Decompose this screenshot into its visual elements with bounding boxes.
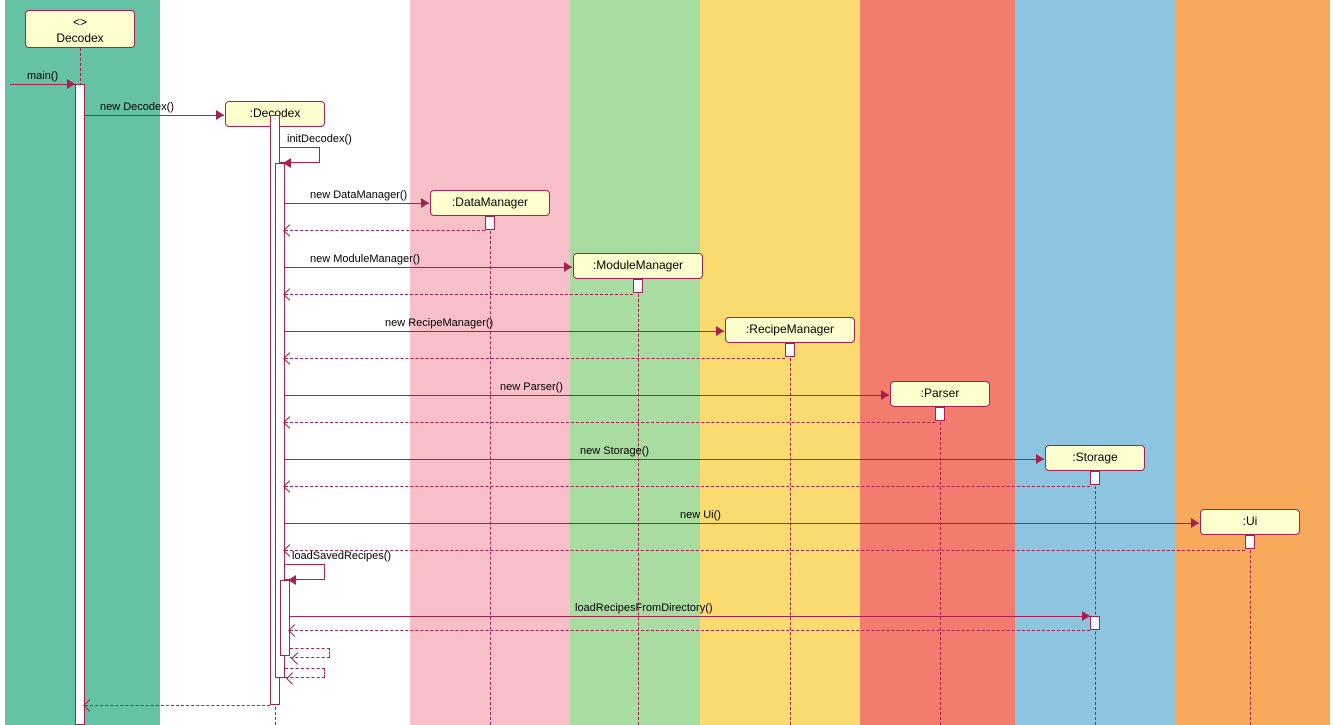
message-label: new DataManager() xyxy=(310,189,407,201)
activation-9 xyxy=(280,580,290,656)
arrowhead xyxy=(421,198,429,208)
message-label: new Storage() xyxy=(580,445,649,457)
arrowhead xyxy=(1082,611,1090,621)
lane-7 xyxy=(1175,0,1330,725)
message-label: new ModuleManager() xyxy=(310,253,420,265)
message-line-0 xyxy=(10,84,75,85)
participant-box-4: :RecipeManager xyxy=(725,317,855,343)
message-line-9 xyxy=(285,395,889,396)
message-line-20 xyxy=(85,705,270,706)
activation-0 xyxy=(75,84,85,725)
activation-3 xyxy=(485,216,495,230)
participant-box-6: :Storage xyxy=(1045,445,1145,471)
message-label: main() xyxy=(27,70,58,82)
message-label: loadRecipesFromDirectory() xyxy=(575,602,713,614)
participant-box-7: :Ui xyxy=(1200,509,1300,535)
participant-label: :Parser xyxy=(921,386,960,400)
arrowhead xyxy=(288,575,296,585)
participant-box-3: :ModuleManager xyxy=(573,253,703,279)
message-line-6 xyxy=(285,294,633,295)
message-line-11 xyxy=(285,459,1044,460)
arrowhead xyxy=(881,390,889,400)
participant-label: :DataManager xyxy=(452,195,528,209)
message-line-1 xyxy=(85,115,224,116)
lifeline-3 xyxy=(638,279,639,725)
activation-10 xyxy=(1090,616,1100,630)
activation-7 xyxy=(1090,471,1100,485)
arrowhead xyxy=(67,79,75,89)
participant-label: :Storage xyxy=(1072,450,1117,464)
message-line-14 xyxy=(285,550,1245,551)
message-line-10 xyxy=(285,422,935,423)
participant-box-0: <> Decodex xyxy=(25,10,135,48)
message-line-13 xyxy=(285,523,1199,524)
activation-5 xyxy=(785,343,795,357)
message-label: loadSavedRecipes() xyxy=(292,550,391,562)
message-line-4 xyxy=(285,230,485,231)
participant-box-5: :Parser xyxy=(890,381,990,407)
message-label: new Ui() xyxy=(680,509,721,521)
arrowhead xyxy=(1036,454,1044,464)
message-line-8 xyxy=(285,358,785,359)
message-label: initDecodex() xyxy=(287,133,352,145)
lifeline-4 xyxy=(790,343,791,725)
sequence-diagram-canvas: <>Decodex:Decodex:DataManager:ModuleMana… xyxy=(0,0,1333,725)
activation-8 xyxy=(1245,535,1255,549)
lifeline-2 xyxy=(490,216,491,725)
arrowhead xyxy=(564,262,572,272)
message-label: new RecipeManager() xyxy=(385,317,493,329)
lifeline-6 xyxy=(1095,471,1096,725)
arrowhead xyxy=(716,326,724,336)
arrowhead xyxy=(1191,518,1199,528)
participant-label: :Ui xyxy=(1243,514,1258,528)
activation-4 xyxy=(633,279,643,293)
message-line-3 xyxy=(285,203,429,204)
participant-stereotype: <> xyxy=(73,15,87,29)
message-line-17 xyxy=(290,630,1090,631)
lifeline-7 xyxy=(1250,535,1251,725)
message-label: new Parser() xyxy=(500,381,563,393)
arrowhead xyxy=(283,158,291,168)
arrowhead xyxy=(216,110,224,120)
message-line-5 xyxy=(285,267,572,268)
participant-box-2: :DataManager xyxy=(430,190,550,216)
message-line-16 xyxy=(290,616,1090,617)
participant-label: :ModuleManager xyxy=(593,258,683,272)
participant-label: Decodex xyxy=(56,31,103,45)
lifeline-5 xyxy=(940,407,941,725)
message-line-7 xyxy=(285,331,724,332)
participant-label: :RecipeManager xyxy=(746,322,834,336)
activation-6 xyxy=(935,407,945,421)
message-line-12 xyxy=(285,486,1090,487)
message-label: new Decodex() xyxy=(100,101,174,113)
